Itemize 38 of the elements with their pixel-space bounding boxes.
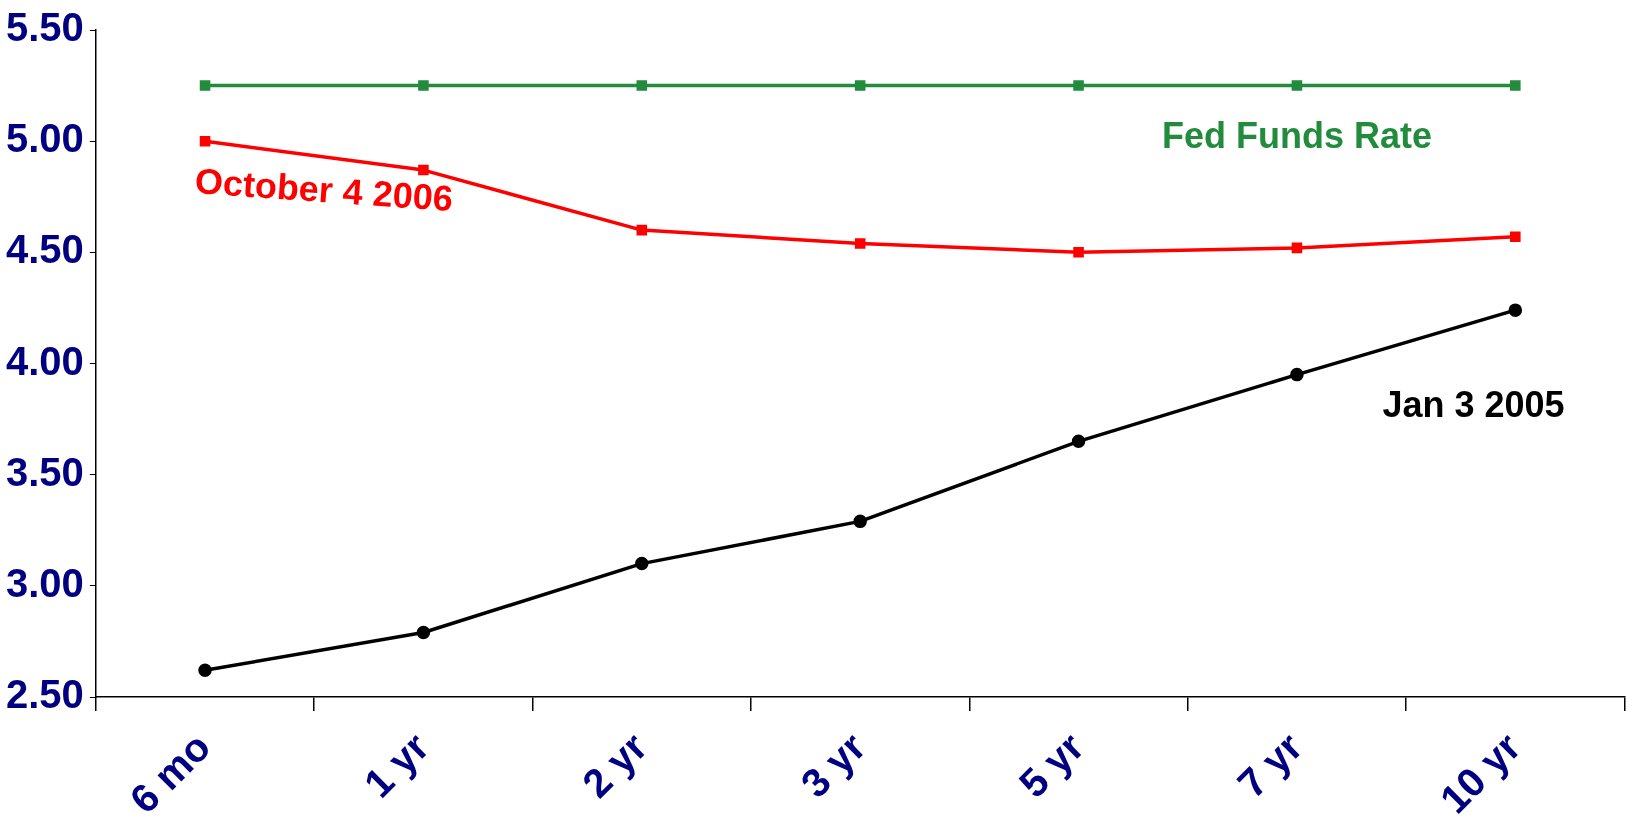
x-tick-label: 2 yr [573,724,656,806]
x-tick-label: 7 yr [1228,724,1311,806]
x-tick-label: 6 mo [121,724,219,822]
point [1508,303,1523,317]
y-tick-label: 3.50 [5,449,84,494]
series-label: Fed Funds Rate [1161,114,1432,156]
y-tick-label: 2.50 [5,672,84,717]
series-label: Jan 3 2005 [1382,383,1565,425]
y-tick-label: 5.00 [5,116,84,161]
y-tick-label: 4.00 [5,338,84,383]
point [1291,242,1303,254]
point [199,80,211,91]
point [1510,231,1521,243]
point [854,238,866,249]
x-tick-label: 3 yr [792,724,874,806]
point [199,135,211,147]
point [853,514,867,529]
y-tick-label: 3.00 [5,560,84,605]
x-tick-label: 5 yr [1010,724,1093,806]
point [636,80,648,91]
x-tick-label: 1 yr [355,724,437,806]
point [198,663,212,678]
x-tick-label: 10 yr [1431,724,1529,822]
point [418,80,429,91]
point [416,625,431,640]
point [1073,247,1084,258]
point [1290,367,1304,382]
y-tick-label: 4.50 [5,227,84,272]
point [418,164,429,176]
point [1073,80,1084,91]
point [636,224,648,236]
point [1510,80,1521,91]
series-label: October 4 2006 [193,160,455,220]
point [1071,434,1086,449]
y-tick-label: 5.50 [5,5,84,50]
point [635,556,649,571]
point [854,80,866,91]
point [1291,80,1303,91]
